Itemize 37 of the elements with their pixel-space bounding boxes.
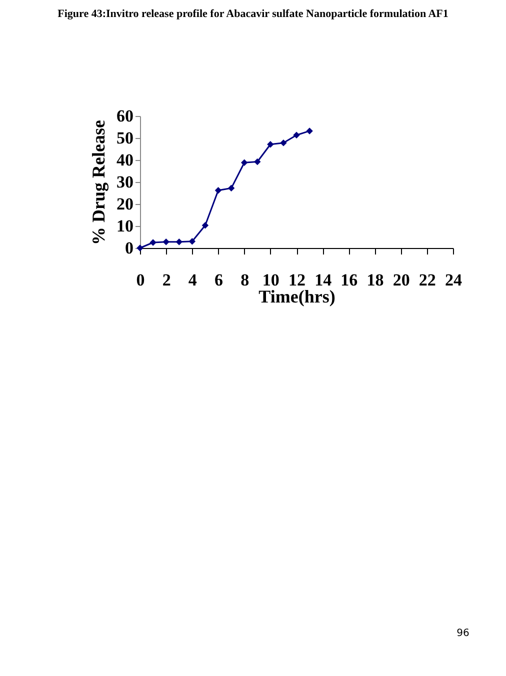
x-tick-label: 20	[392, 270, 410, 290]
point	[228, 184, 235, 192]
y-tick-label: 40	[116, 150, 134, 170]
y-tick-label: 0	[125, 238, 134, 258]
point	[202, 222, 209, 229]
x-tick-label: 6	[214, 270, 223, 290]
point	[280, 139, 287, 146]
point	[254, 158, 261, 166]
y-tick-label: 30	[116, 172, 134, 192]
x-axis-title: Time(hrs)	[258, 286, 336, 306]
x-tick-label: 8	[240, 270, 250, 290]
point	[188, 238, 196, 245]
x-tick-label: 0	[136, 270, 145, 290]
point	[176, 238, 182, 246]
text: 96	[456, 628, 470, 639]
y-tick-label: 60	[116, 106, 134, 126]
point	[306, 128, 313, 134]
x-tick-label: 24	[445, 270, 462, 290]
x-tick-label: 22	[418, 270, 436, 290]
x-tick-label: 4	[188, 270, 198, 290]
x-tick-label: 14	[314, 270, 332, 290]
chart-title: Figure 43:Invitro release profile for Abacavir sulfate Nanoparticle formulation AF1	[58, 8, 448, 20]
point	[214, 187, 222, 194]
x-tick-label: 18	[366, 270, 384, 290]
x-tick-label: 10	[262, 270, 280, 290]
point	[150, 239, 156, 246]
point	[240, 159, 248, 166]
point	[162, 238, 170, 246]
x-tick-label: 2	[162, 270, 171, 290]
point	[293, 132, 300, 138]
x-tick-label: 12	[288, 270, 306, 290]
x-tick-label: 16	[340, 270, 358, 290]
point	[267, 141, 274, 148]
y-tick-label: 50	[116, 128, 134, 148]
y-tick-label: 10	[116, 216, 134, 236]
y-tick-label: 20	[116, 194, 134, 214]
y-axis-title: % Drug Release	[88, 120, 108, 245]
